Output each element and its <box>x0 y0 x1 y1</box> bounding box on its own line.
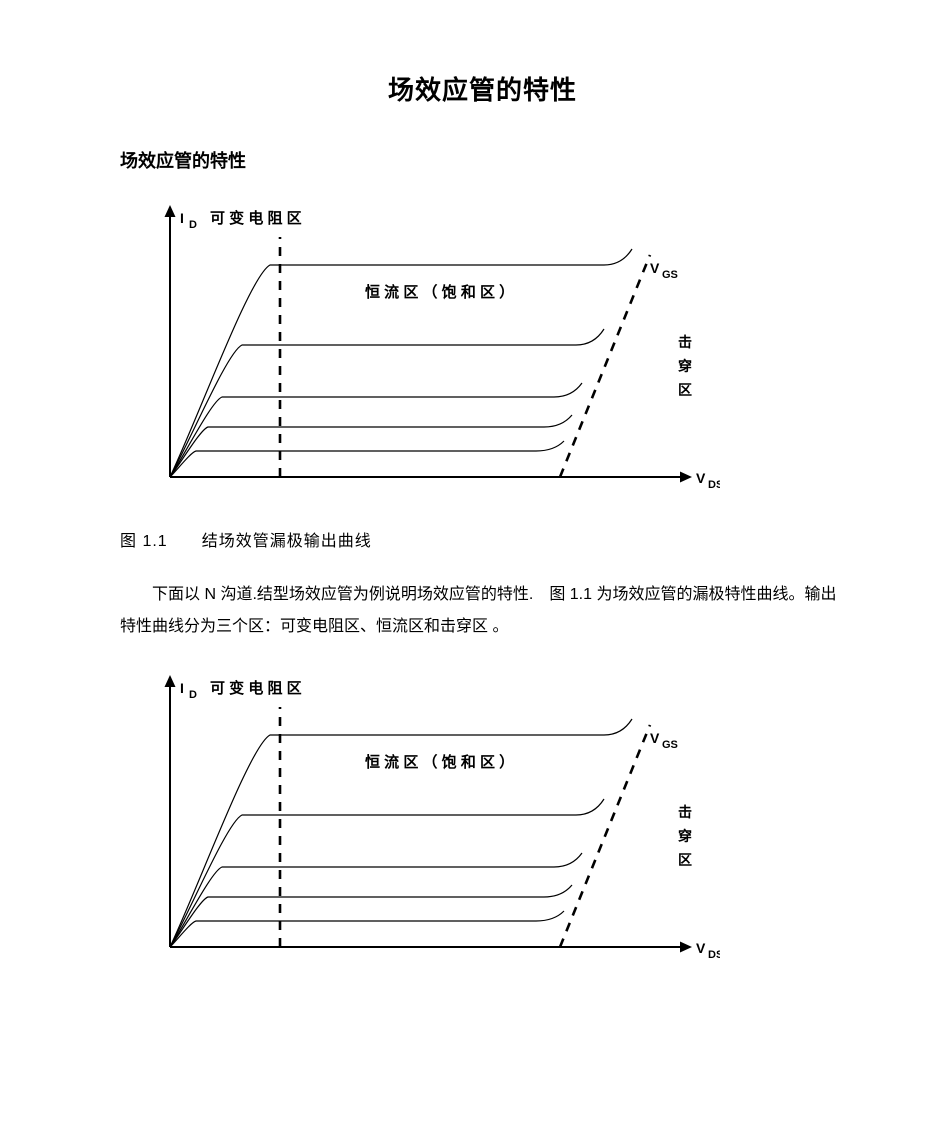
output-curve-chart: ID可 变 电 阻 区恒 流 区 （ 饱 和 区 ）VGS击穿区VDS <box>130 197 720 507</box>
body-paragraph: 下面以 N 沟道.结型场效应管为例说明场效应管的特性. 图 1.1 为场效应管的… <box>120 579 845 643</box>
document-title: 场效应管的特性 <box>120 70 845 107</box>
output-curve-chart-2: ID可 变 电 阻 区恒 流 区 （ 饱 和 区 ）VGS击穿区VDS <box>130 667 720 977</box>
svg-text:击: 击 <box>678 334 692 350</box>
svg-text:区: 区 <box>678 382 692 398</box>
svg-text:区: 区 <box>678 852 692 868</box>
svg-text:GS: GS <box>662 739 678 751</box>
svg-text:I: I <box>180 210 184 226</box>
svg-text:DS: DS <box>708 949 720 961</box>
svg-text:可 变 电 阻 区: 可 变 电 阻 区 <box>210 209 302 227</box>
svg-text:穿: 穿 <box>678 358 692 374</box>
svg-text:击: 击 <box>678 804 692 820</box>
svg-text:V: V <box>650 730 660 746</box>
svg-text:I: I <box>180 680 184 696</box>
figure-caption: 图 1.1 结场效管漏极输出曲线 <box>120 527 845 551</box>
svg-text:恒 流 区 （ 饱 和 区 ）: 恒 流 区 （ 饱 和 区 ） <box>365 753 514 771</box>
svg-text:可 变 电 阻 区: 可 变 电 阻 区 <box>210 679 302 697</box>
figure-2: ID可 变 电 阻 区恒 流 区 （ 饱 和 区 ）VGS击穿区VDS <box>130 667 845 977</box>
svg-text:DS: DS <box>708 479 720 491</box>
document-page: 场效应管的特性 场效应管的特性 ID可 变 电 阻 区恒 流 区 （ 饱 和 区… <box>0 0 945 1123</box>
figure-1: ID可 变 电 阻 区恒 流 区 （ 饱 和 区 ）VGS击穿区VDS <box>130 197 845 507</box>
svg-text:V: V <box>650 260 660 276</box>
svg-text:GS: GS <box>662 269 678 281</box>
svg-text:穿: 穿 <box>678 828 692 844</box>
section-title: 场效应管的特性 <box>120 147 845 173</box>
svg-text:D: D <box>189 689 197 701</box>
svg-text:V: V <box>696 940 706 956</box>
svg-text:D: D <box>189 219 197 231</box>
svg-text:恒 流 区 （ 饱 和 区 ）: 恒 流 区 （ 饱 和 区 ） <box>365 283 514 301</box>
svg-text:V: V <box>696 470 706 486</box>
